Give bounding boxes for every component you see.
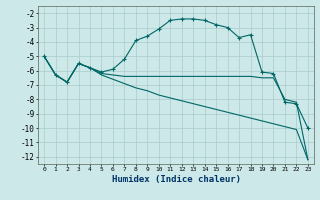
X-axis label: Humidex (Indice chaleur): Humidex (Indice chaleur): [111, 175, 241, 184]
